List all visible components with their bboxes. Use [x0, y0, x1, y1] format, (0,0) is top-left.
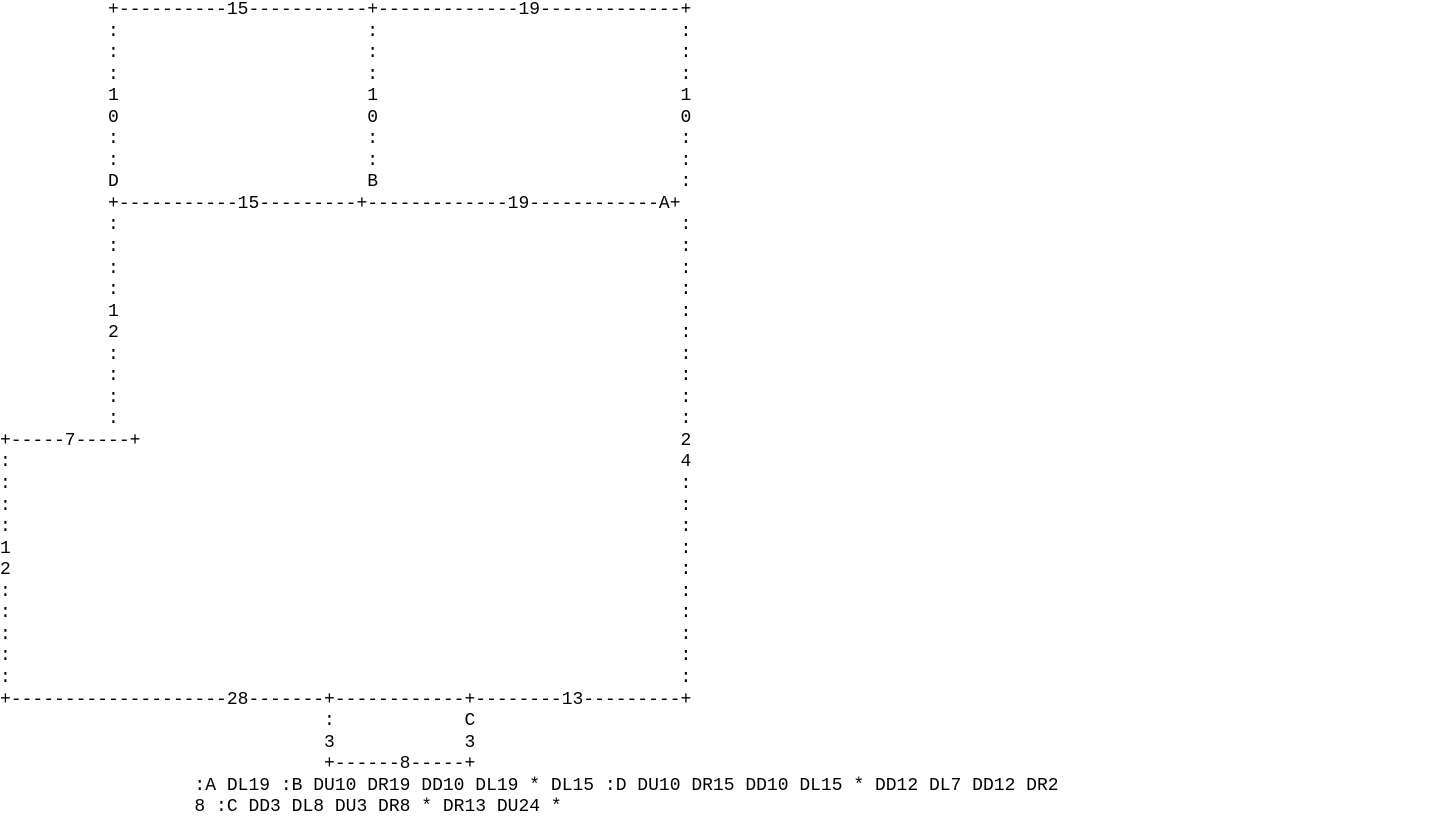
diagram-line: : : [0, 646, 692, 667]
diagram-line: : : [0, 387, 692, 408]
diagram-line: : : [0, 517, 692, 538]
diagram-line: 3 3 [0, 732, 476, 753]
diagram-line: : : : [0, 21, 692, 42]
diagram-line: 2 : [0, 560, 692, 581]
diagram-line: : : [0, 581, 692, 602]
diagram-line: +-----7-----+ 2 [0, 430, 692, 451]
diagram-line: +----------15-----------+-------------19… [0, 0, 692, 20]
diagram-line: : : [0, 366, 692, 387]
ascii-floor-plan: +----------15-----------+-------------19… [0, 0, 1059, 818]
instruction-line: :A DL19 :B DU10 DR19 DD10 DL19 * DL15 :D… [0, 775, 1059, 796]
diagram-line: : : [0, 474, 692, 495]
diagram-line: : : : [0, 43, 692, 64]
diagram-line: : : [0, 237, 692, 258]
instruction-line: 8 :C DD3 DL8 DU3 DR8 * DR13 DU24 * [0, 797, 562, 818]
diagram-line: 1 : [0, 301, 692, 322]
diagram-line: 2 : [0, 323, 692, 344]
diagram-line: +------8-----+ [0, 754, 476, 775]
diagram-line: : : : [0, 150, 692, 171]
diagram-line: : : [0, 495, 692, 516]
diagram-line: : : [0, 603, 692, 624]
diagram-line: : : [0, 624, 692, 645]
diagram-line: +--------------------28-------+---------… [0, 689, 692, 710]
diagram-line: 0 0 0 [0, 107, 692, 128]
diagram-line: +-----------15---------+-------------19-… [0, 193, 681, 214]
diagram-line: : C [0, 711, 476, 732]
diagram-line: : : [0, 215, 692, 236]
diagram-line: : : : [0, 64, 692, 85]
diagram-line: 1 1 1 [0, 86, 692, 107]
diagram-line: : 4 [0, 452, 692, 473]
diagram-line: : : [0, 280, 692, 301]
diagram-line: : : [0, 258, 692, 279]
diagram-line: : : [0, 409, 692, 430]
diagram-line: : : : [0, 129, 692, 150]
diagram-line: D B : [0, 172, 692, 193]
diagram-line: : : [0, 667, 692, 688]
diagram-line: 1 : [0, 538, 692, 559]
diagram-line: : : [0, 344, 692, 365]
